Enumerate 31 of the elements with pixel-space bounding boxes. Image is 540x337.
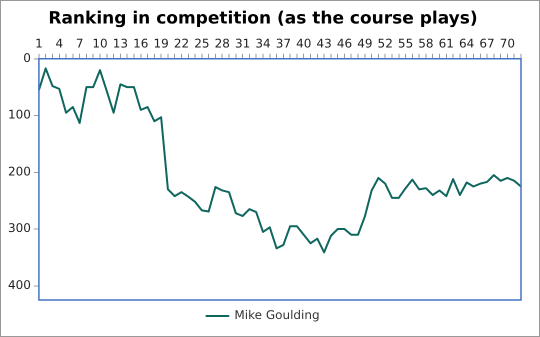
x-tick-label: 19 [153,36,169,51]
x-tick-label: 58 [418,36,434,51]
x-tick-label: 67 [479,36,495,51]
x-tick-label: 34 [255,36,271,51]
x-tick-label: 46 [336,36,352,51]
y-tick-label: 0 [23,50,31,65]
x-tick-label: 25 [194,36,210,51]
legend-label: Mike Goulding [234,308,320,322]
x-tick-label: 16 [133,36,148,51]
y-tick-label: 200 [8,164,31,178]
x-tick-label: 22 [174,36,190,51]
x-tick-label: 64 [459,36,474,51]
x-tick-label: 1 [35,36,43,51]
x-tick-label: 49 [357,36,372,51]
y-tick-label: 100 [8,108,31,122]
chart-title: Ranking in competition (as the course plays) [48,8,478,29]
x-tick-label: 7 [76,36,84,51]
x-tick-label: 37 [276,36,291,51]
x-tick-label: 70 [500,36,516,51]
x-tick-label: 52 [378,36,393,51]
y-tick-label: 400 [8,278,31,292]
x-tick-label: 13 [112,36,128,51]
x-tick-label: 28 [214,36,230,51]
x-tick-label: 40 [296,36,312,51]
x-tick-label: 43 [316,36,332,51]
x-tick-label: 61 [438,36,454,51]
x-tick-label: 10 [92,36,108,51]
x-tick-label: 4 [55,36,64,51]
x-tick-label: 55 [398,36,414,51]
y-tick-label: 300 [8,221,31,236]
x-tick-label: 31 [234,36,250,51]
